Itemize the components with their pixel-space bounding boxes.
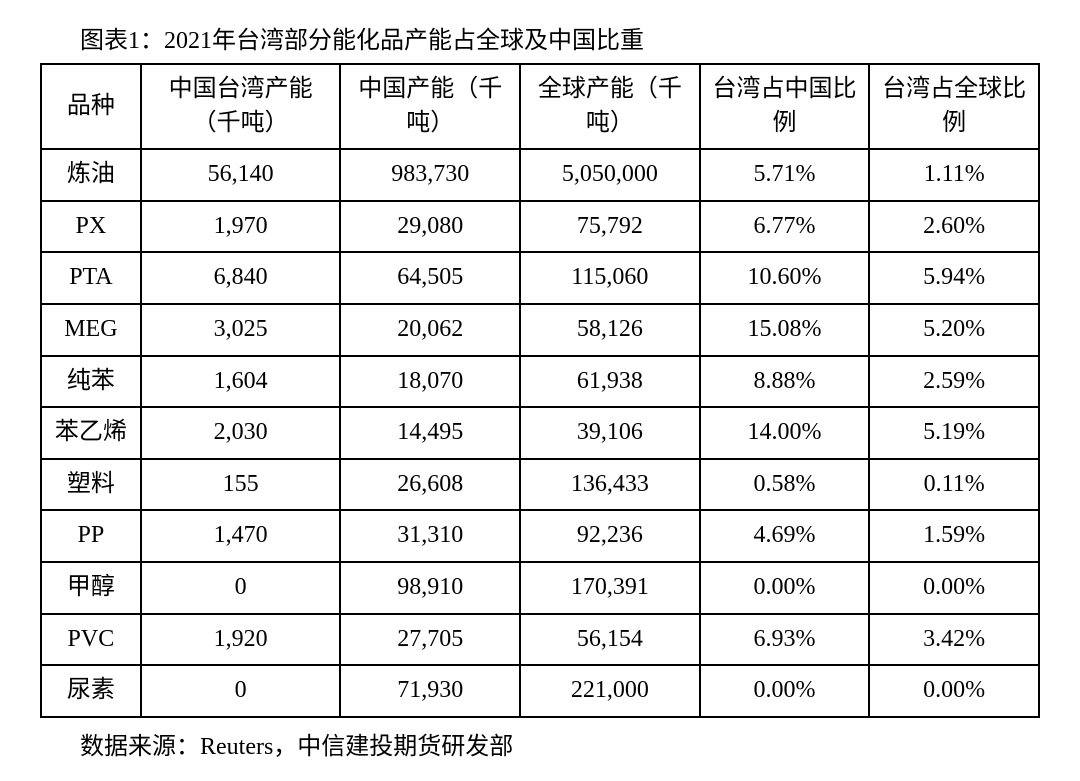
- table-cell: 39,106: [520, 407, 700, 459]
- table-cell: 3.42%: [869, 614, 1039, 666]
- table-row: 纯苯1,60418,07061,9388.88%2.59%: [41, 356, 1039, 408]
- table-row: PP1,47031,31092,2364.69%1.59%: [41, 510, 1039, 562]
- table-cell: 5,050,000: [520, 149, 700, 201]
- table-cell: PP: [41, 510, 141, 562]
- table-cell: 5.71%: [700, 149, 870, 201]
- table-cell: 155: [141, 459, 341, 511]
- table-cell: 136,433: [520, 459, 700, 511]
- table-cell: 29,080: [340, 201, 520, 253]
- table-cell: 1,604: [141, 356, 341, 408]
- table-cell: 0.58%: [700, 459, 870, 511]
- table-body: 炼油56,140983,7305,050,0005.71%1.11%PX1,97…: [41, 149, 1039, 717]
- table-row: PVC1,92027,70556,1546.93%3.42%: [41, 614, 1039, 666]
- header-taiwan-china-ratio: 台湾占中国比例: [700, 64, 870, 149]
- table-cell: 1,470: [141, 510, 341, 562]
- table-cell: 0.00%: [869, 665, 1039, 717]
- chart-title: 图表1：2021年台湾部分能化品产能占全球及中国比重: [80, 20, 1040, 55]
- table-cell: PTA: [41, 252, 141, 304]
- table-cell: 0: [141, 665, 341, 717]
- table-cell: 4.69%: [700, 510, 870, 562]
- table-cell: 0.00%: [700, 665, 870, 717]
- table-header-row: 品种 中国台湾产能（千吨） 中国产能（千吨） 全球产能（千吨） 台湾占中国比例 …: [41, 64, 1039, 149]
- table-cell: 58,126: [520, 304, 700, 356]
- table-cell: 26,608: [340, 459, 520, 511]
- table-cell: 0: [141, 562, 341, 614]
- header-taiwan-capacity: 中国台湾产能（千吨）: [141, 64, 341, 149]
- table-cell: 64,505: [340, 252, 520, 304]
- table-cell: PX: [41, 201, 141, 253]
- table-cell: 71,930: [340, 665, 520, 717]
- table-cell: 塑料: [41, 459, 141, 511]
- table-cell: 8.88%: [700, 356, 870, 408]
- table-cell: 2,030: [141, 407, 341, 459]
- header-china-capacity: 中国产能（千吨）: [340, 64, 520, 149]
- table-cell: 5.19%: [869, 407, 1039, 459]
- table-row: 尿素071,930221,0000.00%0.00%: [41, 665, 1039, 717]
- table-cell: 0.00%: [869, 562, 1039, 614]
- table-cell: 56,154: [520, 614, 700, 666]
- header-product: 品种: [41, 64, 141, 149]
- table-cell: 6.93%: [700, 614, 870, 666]
- table-cell: 6.77%: [700, 201, 870, 253]
- table-row: PX1,97029,08075,7926.77%2.60%: [41, 201, 1039, 253]
- table-cell: MEG: [41, 304, 141, 356]
- header-global-capacity: 全球产能（千吨）: [520, 64, 700, 149]
- table-cell: 75,792: [520, 201, 700, 253]
- table-cell: 0.00%: [700, 562, 870, 614]
- table-cell: 1,920: [141, 614, 341, 666]
- table-cell: 983,730: [340, 149, 520, 201]
- table-cell: 92,236: [520, 510, 700, 562]
- table-cell: 5.94%: [869, 252, 1039, 304]
- table-cell: 56,140: [141, 149, 341, 201]
- table-row: PTA6,84064,505115,06010.60%5.94%: [41, 252, 1039, 304]
- table-cell: 1.59%: [869, 510, 1039, 562]
- table-cell: 苯乙烯: [41, 407, 141, 459]
- table-cell: 15.08%: [700, 304, 870, 356]
- table-cell: 115,060: [520, 252, 700, 304]
- table-cell: 10.60%: [700, 252, 870, 304]
- table-cell: 1.11%: [869, 149, 1039, 201]
- table-cell: PVC: [41, 614, 141, 666]
- table-cell: 6,840: [141, 252, 341, 304]
- table-cell: 14.00%: [700, 407, 870, 459]
- table-cell: 27,705: [340, 614, 520, 666]
- table-cell: 2.59%: [869, 356, 1039, 408]
- table-cell: 61,938: [520, 356, 700, 408]
- table-row: 炼油56,140983,7305,050,0005.71%1.11%: [41, 149, 1039, 201]
- table-row: 苯乙烯2,03014,49539,10614.00%5.19%: [41, 407, 1039, 459]
- table-cell: 14,495: [340, 407, 520, 459]
- table-cell: 221,000: [520, 665, 700, 717]
- data-source: 数据来源：Reuters，中信建投期货研发部: [80, 726, 1040, 761]
- table-cell: 98,910: [340, 562, 520, 614]
- table-cell: 2.60%: [869, 201, 1039, 253]
- table-cell: 0.11%: [869, 459, 1039, 511]
- table-row: 塑料15526,608136,4330.58%0.11%: [41, 459, 1039, 511]
- table-cell: 炼油: [41, 149, 141, 201]
- table-cell: 170,391: [520, 562, 700, 614]
- table-cell: 31,310: [340, 510, 520, 562]
- table-cell: 20,062: [340, 304, 520, 356]
- table-cell: 尿素: [41, 665, 141, 717]
- table-row: 甲醇098,910170,3910.00%0.00%: [41, 562, 1039, 614]
- table-row: MEG3,02520,06258,12615.08%5.20%: [41, 304, 1039, 356]
- table-cell: 1,970: [141, 201, 341, 253]
- table-cell: 5.20%: [869, 304, 1039, 356]
- table-cell: 甲醇: [41, 562, 141, 614]
- table-cell: 18,070: [340, 356, 520, 408]
- header-taiwan-global-ratio: 台湾占全球比例: [869, 64, 1039, 149]
- table-cell: 纯苯: [41, 356, 141, 408]
- capacity-table: 品种 中国台湾产能（千吨） 中国产能（千吨） 全球产能（千吨） 台湾占中国比例 …: [40, 63, 1040, 718]
- table-cell: 3,025: [141, 304, 341, 356]
